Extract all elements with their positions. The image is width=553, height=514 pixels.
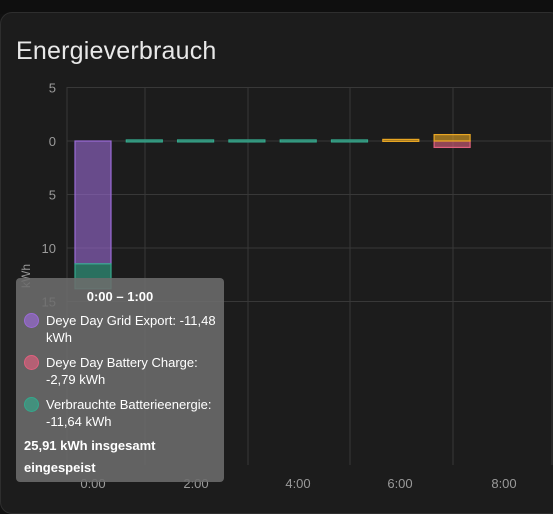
bar-verbrauchte-batterieenergie [177,139,215,143]
bar-deye-day-battery-charge [433,140,471,149]
top-bar [0,0,553,14]
y-tick-label: 10 [42,241,56,256]
bar-solar [382,138,420,142]
tooltip-item-label: Deye Day Battery Charge: -2,79 kWh [46,355,198,387]
tooltip-total: 25,91 kWh insgesamt eingespeist [24,438,156,475]
x-tick-label: 6:00 [387,476,412,491]
tooltip-item-battery-energy: Verbrauchte Batterieenergie: -11,64 kWh [24,396,220,430]
y-tick-label: 5 [49,81,56,96]
x-tick-label: 4:00 [285,476,310,491]
legend-dot-icon [24,313,39,328]
tooltip-item-battery-charge: Deye Day Battery Charge: -2,79 kWh [24,354,220,388]
chart-tooltip: 0:00 – 1:00 Deye Day Grid Export: -11,48… [16,278,224,482]
bar-verbrauchte-batterieenergie [279,139,317,143]
y-tick-label: 5 [49,188,56,203]
bar-verbrauchte-batterieenergie [330,139,369,143]
y-tick-label: 0 [49,134,56,149]
bar-verbrauchte-batterieenergie [228,139,266,143]
bar-verbrauchte-batterieenergie [125,139,163,143]
bar-deye-day-grid-export [74,140,112,265]
legend-dot-icon [24,355,39,370]
legend-dot-icon [24,397,39,412]
card-title: Energieverbrauch [16,37,217,65]
tooltip-item-label: Verbrauchte Batterieenergie: -11,64 kWh [46,397,212,429]
bar-solar [433,133,471,142]
tooltip-item-grid-export: Deye Day Grid Export: -11,48 kWh [24,312,220,346]
tooltip-title: 0:00 – 1:00 [86,289,154,304]
tooltip-item-label: Deye Day Grid Export: -11,48 kWh [46,313,216,345]
x-tick-label: 8:00 [491,476,516,491]
